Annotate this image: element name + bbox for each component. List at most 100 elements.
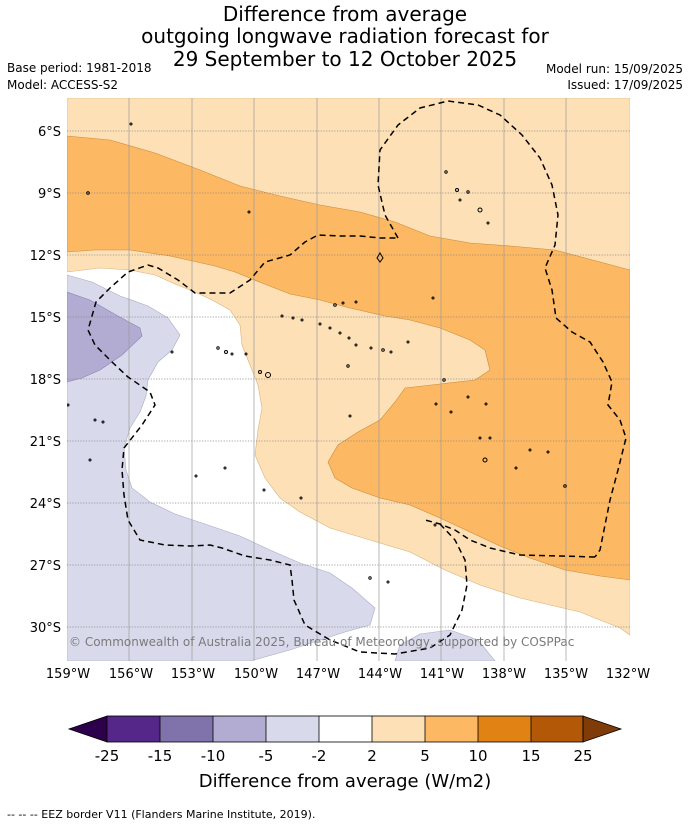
colorbar-tick: -10	[201, 747, 226, 765]
island	[86, 191, 90, 195]
colorbar-tick: -2	[312, 747, 327, 765]
island	[300, 318, 304, 322]
island	[338, 331, 342, 335]
island	[477, 207, 483, 213]
colorbar-bin	[213, 716, 266, 742]
colorbar-extend-high	[582, 715, 623, 743]
island	[449, 410, 453, 414]
island	[247, 210, 251, 214]
island	[444, 170, 448, 174]
islands	[67, 122, 567, 584]
title-line-1: Difference from average	[222, 2, 468, 26]
longitude-labels: 159°W 156°W 153°W 150°W 147°W 144°W 141°…	[46, 667, 650, 682]
lon-label: 147°W	[296, 667, 340, 682]
island	[262, 488, 266, 492]
island	[291, 316, 295, 320]
title-line-2: outgoing longwave radiation forecast for	[141, 24, 549, 48]
lat-label: 27°S	[30, 559, 61, 574]
copyright-text: © Commonwealth of Australia 2025, Bureau…	[69, 635, 574, 649]
island	[280, 314, 284, 318]
island	[406, 340, 410, 344]
colorbar-tick: -25	[95, 747, 120, 765]
colorbar-bin	[107, 716, 160, 742]
colorbar-separators	[159, 716, 532, 742]
lat-label: 6°S	[38, 125, 61, 140]
map-plot-area	[67, 98, 630, 661]
island	[93, 418, 97, 422]
colorbar-tick: 2	[367, 747, 377, 765]
lat-label: 15°S	[30, 311, 61, 326]
island	[563, 484, 567, 488]
anomaly-region-5-to-10	[67, 135, 630, 581]
colorbar-bin	[266, 716, 319, 742]
lat-label: 21°S	[30, 435, 61, 450]
island	[528, 448, 532, 452]
lat-label: 9°S	[38, 187, 61, 202]
island	[482, 457, 488, 463]
island	[455, 188, 459, 192]
island	[318, 322, 322, 326]
model-run-label: Model run: 15/09/2025	[545, 62, 683, 76]
eez-border-french-polynesia	[87, 234, 596, 655]
island	[347, 336, 351, 340]
island	[431, 296, 435, 300]
colorbar-tick: 10	[468, 747, 487, 765]
island	[488, 436, 492, 440]
island	[389, 350, 393, 354]
island	[230, 352, 234, 356]
island	[216, 346, 220, 350]
island	[354, 300, 358, 304]
anomaly-region-minus10-to-minus5	[67, 291, 143, 383]
colorbar-tick: 15	[521, 747, 540, 765]
island	[341, 301, 345, 305]
island	[194, 474, 198, 478]
colorbar-title: Difference from average (W/m2)	[199, 771, 491, 792]
model-label: Model: ACCESS-S2	[7, 78, 119, 92]
island	[514, 466, 518, 470]
lon-label: 156°W	[109, 667, 153, 682]
island	[486, 221, 490, 225]
island	[129, 122, 133, 126]
island	[223, 466, 227, 470]
lon-label: 150°W	[234, 667, 278, 682]
island	[484, 402, 488, 406]
lon-label: 132°W	[606, 667, 650, 682]
island	[265, 372, 271, 378]
colorbar-ticks: -25 -15 -10 -5 -2 2 5 10 15 25	[95, 747, 593, 765]
island	[224, 350, 228, 354]
island	[299, 496, 303, 500]
colorbar-extend-low	[67, 715, 108, 743]
colorbar-outline	[106, 715, 584, 743]
island	[244, 352, 248, 356]
colorbar-tick: -5	[259, 747, 274, 765]
eez-border-marquesas	[377, 100, 627, 558]
colorbar-bin	[319, 716, 372, 742]
colorbar-bin	[372, 716, 425, 742]
lon-label: 138°W	[482, 667, 526, 682]
anomaly-region-minus5-to-minus2-south	[394, 629, 496, 661]
island	[458, 198, 462, 202]
colorbar-tick: -15	[148, 747, 173, 765]
lat-label: 24°S	[30, 497, 61, 512]
island	[381, 348, 385, 352]
lat-label: 12°S	[30, 249, 61, 264]
island	[88, 458, 92, 462]
island	[368, 576, 372, 580]
colorbar-tick: 25	[573, 747, 592, 765]
island	[101, 420, 105, 424]
lat-label: 18°S	[30, 373, 61, 388]
lon-label: 144°W	[358, 667, 402, 682]
island	[170, 350, 174, 354]
island	[466, 395, 470, 399]
island	[386, 580, 390, 584]
lat-label: 30°S	[30, 621, 61, 636]
island	[67, 403, 70, 407]
island	[369, 346, 373, 350]
island	[354, 343, 358, 347]
island	[442, 378, 446, 382]
island	[433, 523, 437, 527]
lon-label: 159°W	[46, 667, 90, 682]
island	[348, 414, 352, 418]
island	[328, 326, 332, 330]
